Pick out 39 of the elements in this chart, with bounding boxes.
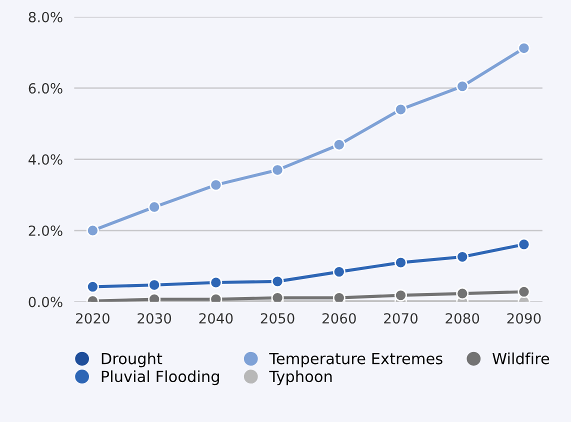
y-tick-label: 6.0% — [28, 83, 62, 94]
point — [86, 224, 99, 237]
point — [271, 164, 284, 176]
y-tick-label: 2.0% — [28, 225, 62, 236]
y-tick-label: 0.0% — [28, 296, 62, 308]
point — [456, 80, 469, 93]
point — [210, 178, 222, 192]
point — [518, 42, 530, 54]
x-tick-label: 2090 — [507, 313, 541, 324]
x-tick-label: 2060 — [322, 313, 356, 324]
legend-label: Pluvial Flooding — [102, 370, 219, 386]
point — [518, 238, 530, 251]
point — [332, 138, 346, 151]
x-tick-label: 2070 — [384, 313, 418, 324]
y-tick-label: 4.0% — [28, 154, 62, 165]
point — [148, 200, 161, 214]
point — [86, 280, 99, 294]
legend-label: Temperature Extremes — [269, 352, 442, 368]
x-tick-label: 2020 — [76, 313, 110, 324]
point — [456, 287, 469, 300]
point — [394, 256, 407, 269]
legend-label: Wildfire — [492, 352, 550, 364]
point — [148, 278, 161, 292]
point — [518, 286, 530, 298]
point — [456, 250, 469, 264]
point — [332, 292, 346, 302]
point — [332, 266, 346, 278]
point — [271, 275, 284, 288]
x-tick-label: 2030 — [138, 313, 172, 324]
x-tick-label: 2040 — [199, 313, 233, 324]
y-tick-label: 8.0% — [28, 12, 62, 22]
x-tick-label: 2050 — [260, 313, 294, 324]
point — [394, 289, 407, 302]
point — [271, 292, 284, 302]
point — [210, 276, 222, 289]
legend-label: Drought — [102, 352, 162, 368]
point — [394, 103, 407, 116]
legend-label: Typhoon — [269, 370, 332, 386]
x-tick-label: 2080 — [446, 313, 480, 324]
